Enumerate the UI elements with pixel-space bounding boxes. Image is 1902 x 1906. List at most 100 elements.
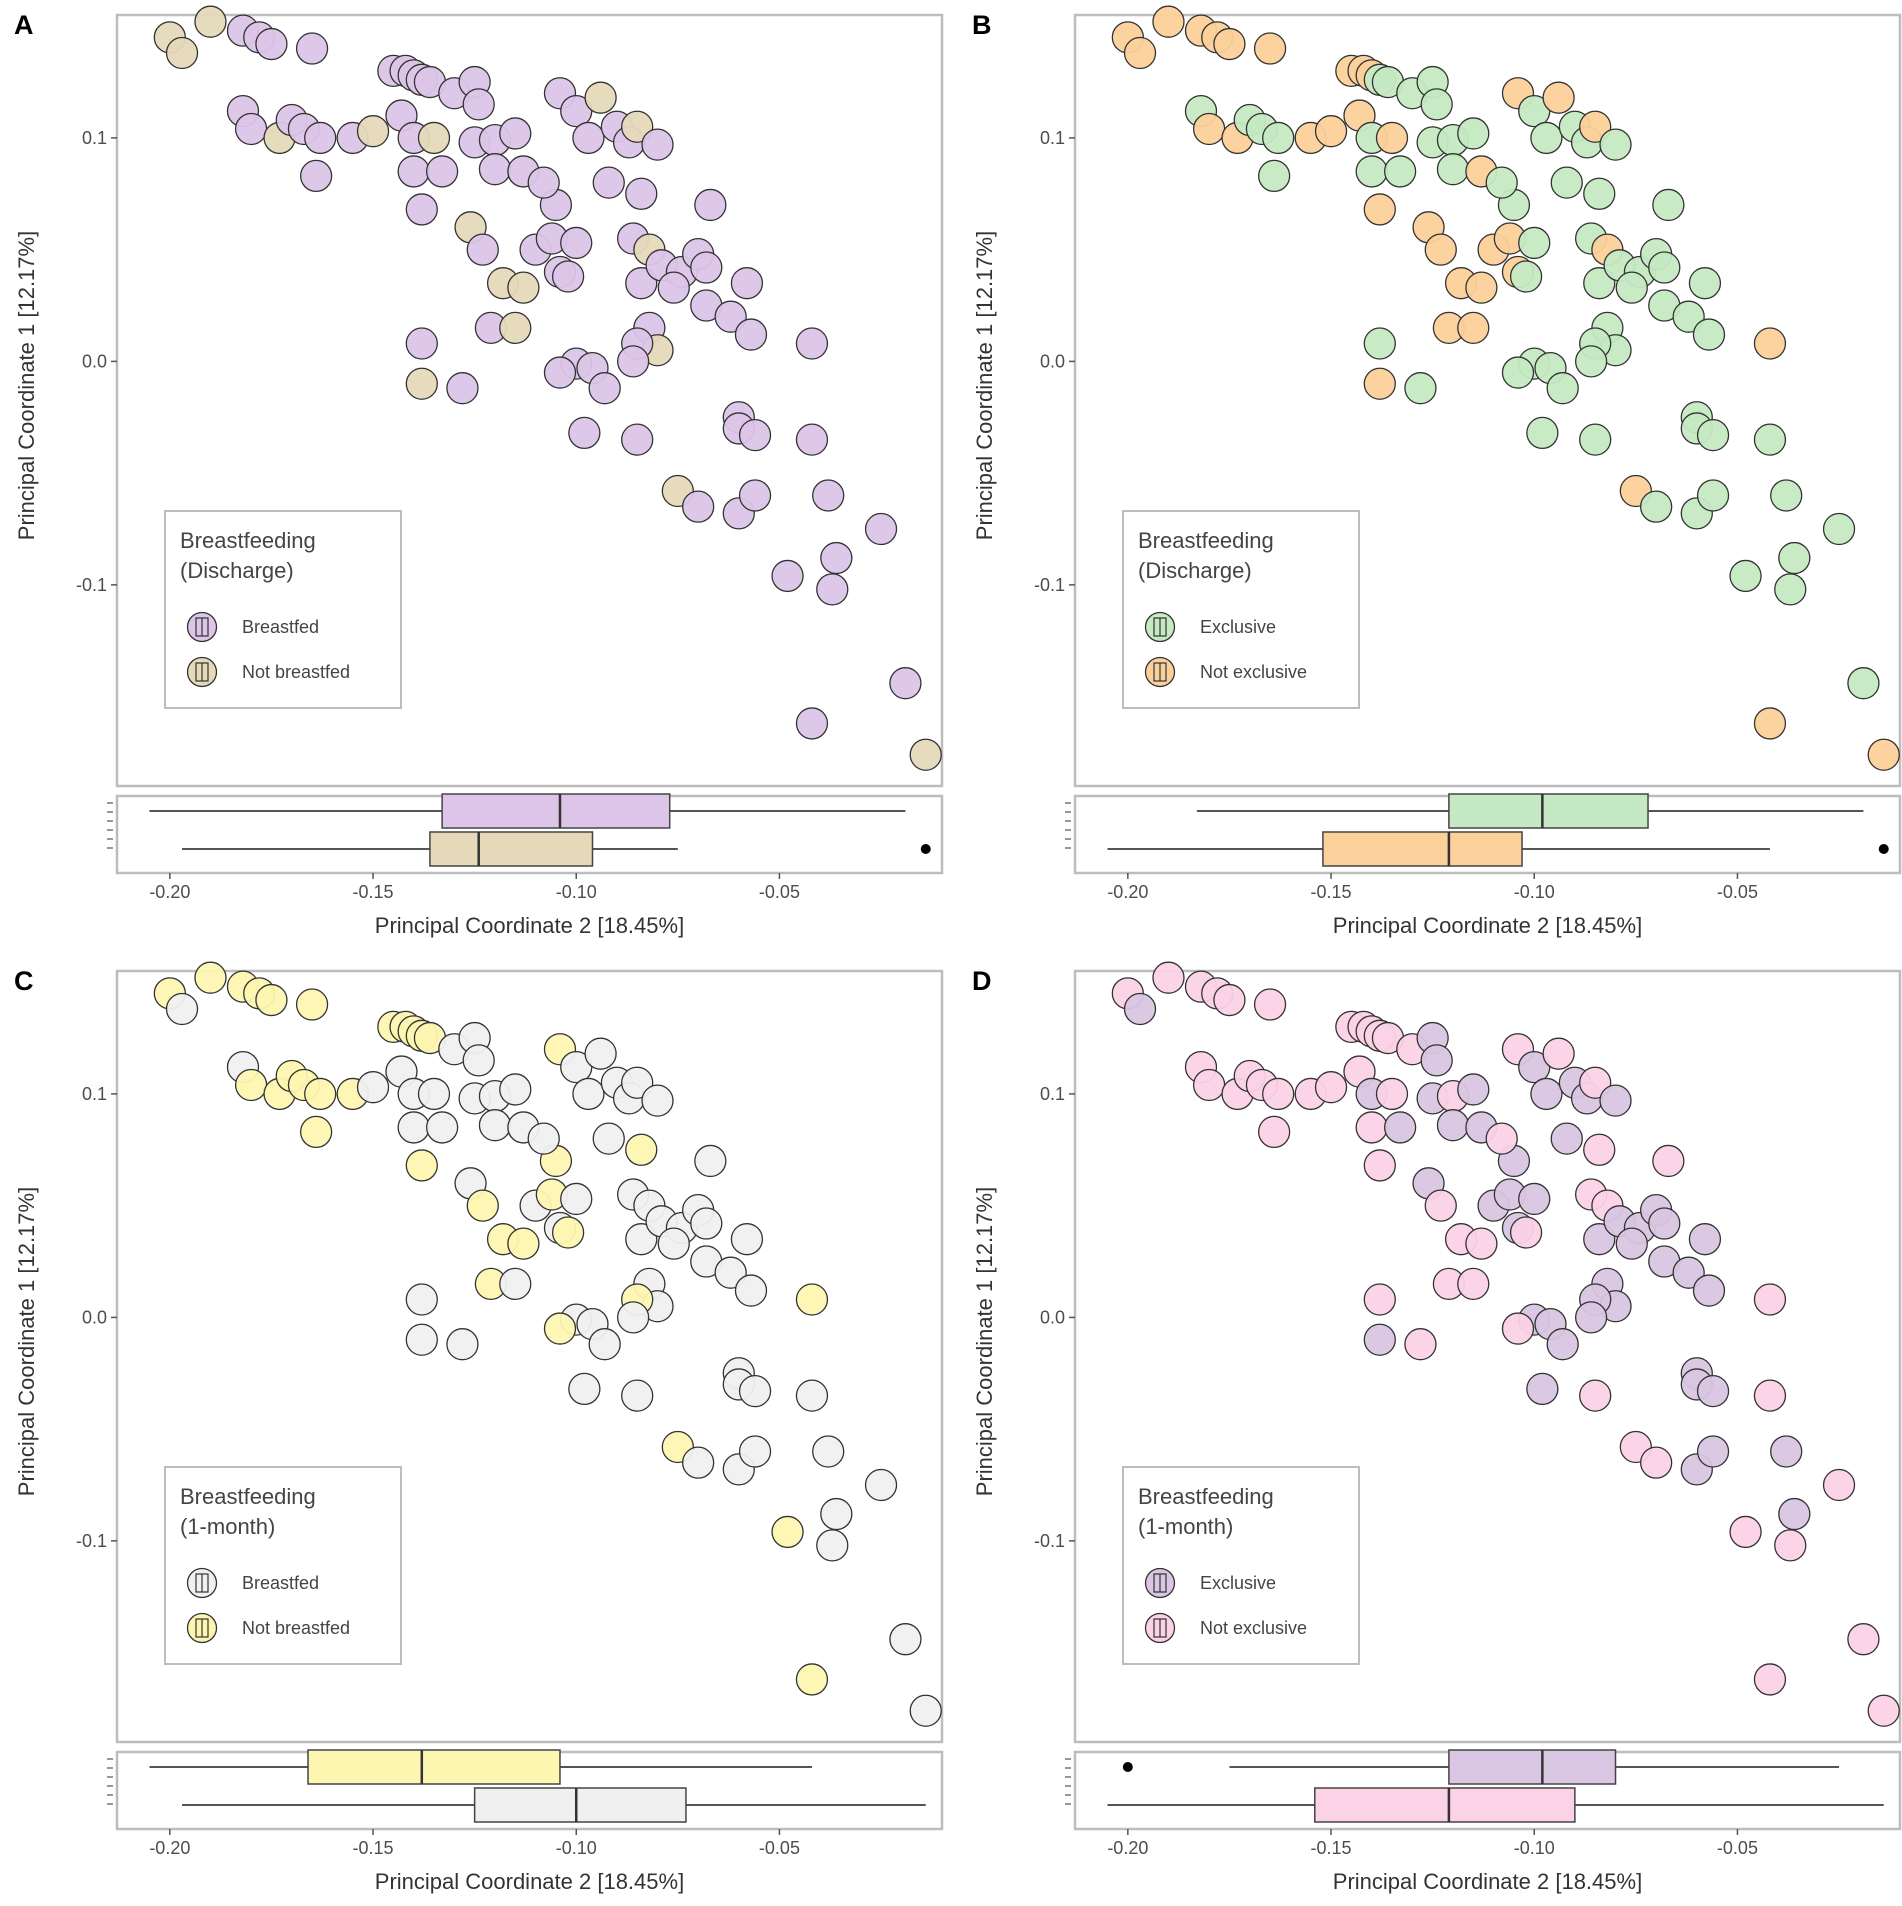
data-point	[584, 81, 617, 114]
x-tick-label: -0.05	[1717, 882, 1758, 902]
data-point	[304, 1077, 337, 1111]
data-point	[795, 423, 829, 456]
legend-label: Not breastfed	[242, 662, 350, 682]
legend: Breastfeeding (1-month) Breastfed Not breas…	[164, 1466, 402, 1665]
data-point	[499, 1073, 532, 1106]
data-point	[682, 1446, 715, 1479]
data-point	[1485, 166, 1518, 199]
boxplot	[149, 793, 906, 829]
points	[1111, 5, 1900, 771]
x-tick-label: -0.05	[759, 1838, 800, 1858]
legend-title: Breastfeeding	[180, 1484, 316, 1509]
data-point	[1696, 1374, 1730, 1408]
panel-d: D 0.1 0.0 -0.1 Principal Coordinate 1 [12.17…	[972, 961, 1902, 1894]
data-point	[397, 1111, 430, 1144]
data-point	[730, 1223, 764, 1256]
y-axis-title: Principal Coordinate 1 [12.17%]	[972, 1187, 997, 1496]
data-point	[625, 1133, 658, 1166]
boxplot-box	[1314, 1787, 1576, 1823]
data-point	[1729, 1515, 1762, 1549]
data-point	[1688, 1223, 1722, 1256]
legend: Breastfeeding (Discharge) Breastfed Not bre…	[164, 510, 402, 709]
data-point	[1501, 1312, 1535, 1345]
data-point	[1152, 961, 1185, 994]
data-point	[588, 1328, 621, 1361]
y-tick-label: -0.1	[1034, 1531, 1065, 1551]
data-point	[1692, 318, 1726, 351]
data-point	[1526, 1372, 1559, 1406]
data-point	[1692, 1274, 1726, 1307]
data-point	[730, 267, 764, 300]
data-point	[417, 1077, 451, 1111]
boxplot-outlier	[1878, 844, 1889, 854]
points	[1111, 961, 1900, 1727]
boxplot-outlier	[1122, 1762, 1133, 1772]
legend-title: (Discharge)	[1138, 558, 1252, 583]
data-point	[295, 32, 329, 65]
boxplot	[182, 1787, 926, 1823]
data-point	[356, 115, 390, 148]
data-point	[682, 490, 715, 523]
data-point	[1696, 479, 1730, 512]
data-point	[1847, 667, 1880, 700]
data-point	[543, 356, 577, 389]
data-point	[1404, 372, 1437, 405]
data-point	[1583, 1133, 1616, 1166]
data-point	[1213, 983, 1246, 1017]
data-point	[1314, 1071, 1348, 1104]
data-point	[1542, 81, 1575, 114]
data-point	[466, 233, 499, 266]
data-point	[1253, 988, 1287, 1021]
data-point	[820, 1497, 853, 1531]
legend-label: Exclusive	[1200, 617, 1276, 637]
data-point	[1770, 1435, 1803, 1468]
data-point	[909, 1694, 942, 1727]
legend: Breastfeeding (1-month) Exclusive Not exclu…	[1122, 1466, 1360, 1665]
data-point	[1574, 1301, 1608, 1334]
data-point	[1262, 1077, 1295, 1111]
panel-a: A 0.1 0.0 -0.1 Principal Coordinate 1 [12.17…	[14, 5, 944, 938]
data-point	[795, 707, 829, 740]
legend-label: Breastfed	[242, 1573, 319, 1593]
data-point	[234, 1068, 268, 1102]
data-point	[1465, 1227, 1498, 1260]
data-point	[1599, 1084, 1632, 1117]
points	[153, 5, 942, 771]
data-point	[1314, 115, 1348, 148]
data-point	[795, 1663, 829, 1696]
data-point	[499, 117, 532, 150]
data-point	[1640, 1446, 1673, 1479]
x-tick-label: -0.15	[1311, 1838, 1352, 1858]
data-point	[1867, 738, 1900, 771]
data-point	[738, 1435, 772, 1468]
y-tick-label: -0.1	[1034, 575, 1065, 595]
data-point	[1518, 226, 1551, 260]
data-point	[478, 1109, 512, 1142]
boxplot	[1196, 793, 1864, 829]
data-point	[1774, 573, 1807, 606]
data-point	[1847, 1623, 1880, 1656]
boxplot-box	[1448, 1749, 1617, 1785]
data-point	[889, 667, 922, 700]
panel-letter: C	[14, 966, 34, 996]
data-point	[1652, 188, 1685, 222]
data-point	[1579, 1379, 1612, 1412]
data-point	[1546, 372, 1579, 405]
data-point	[446, 1328, 479, 1361]
data-point	[1729, 559, 1762, 593]
data-point	[446, 372, 479, 405]
boxplot-box	[1448, 793, 1649, 829]
data-point	[405, 327, 438, 360]
data-point	[405, 367, 438, 400]
data-point	[657, 1227, 690, 1260]
data-point	[1753, 327, 1787, 360]
data-point	[584, 1037, 617, 1070]
data-point	[194, 961, 227, 994]
data-point	[1867, 1694, 1900, 1727]
data-point	[478, 153, 512, 186]
data-point	[1696, 418, 1730, 452]
data-point	[1363, 327, 1396, 360]
legend-title: (1-month)	[180, 1514, 275, 1539]
x-axis-title: Principal Coordinate 2 [18.45%]	[375, 913, 684, 938]
